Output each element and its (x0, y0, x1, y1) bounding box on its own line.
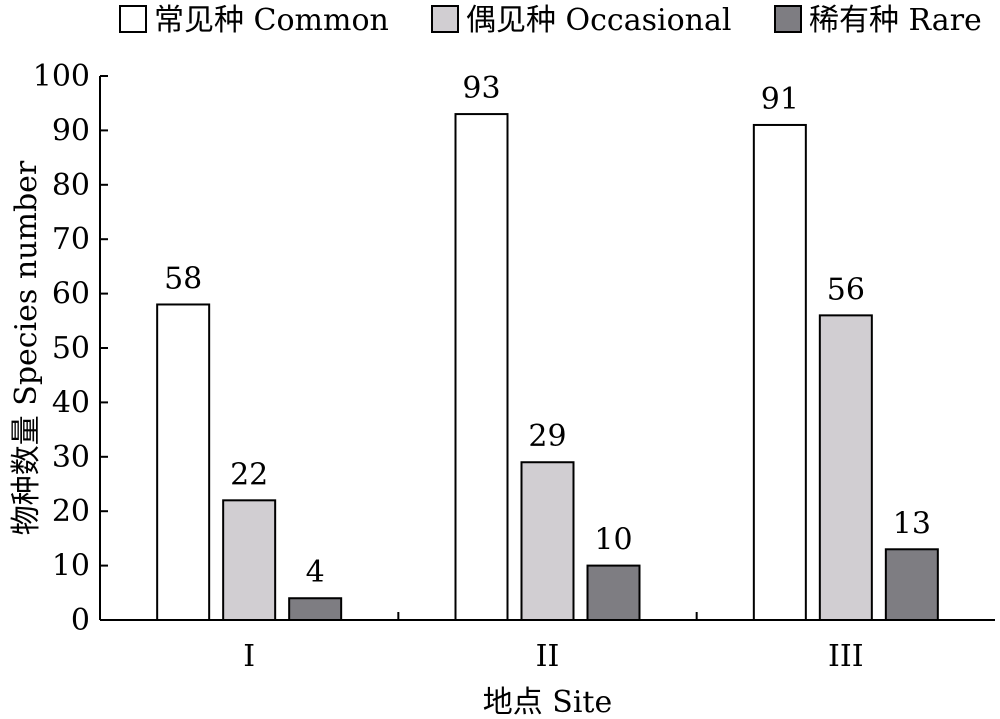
legend-label: 常见种 Common (154, 3, 389, 38)
x-tick-label: I (243, 639, 255, 674)
x-tick-label: III (828, 639, 864, 674)
data-label: 4 (306, 555, 325, 590)
y-tick-label: 10 (52, 549, 90, 584)
data-label: 22 (230, 457, 268, 492)
data-label: 13 (893, 506, 931, 541)
legend-swatch (431, 5, 459, 33)
y-tick-label: 30 (52, 440, 90, 475)
bar (752, 123, 807, 622)
bar (520, 461, 575, 621)
x-tick-label: II (536, 639, 560, 674)
bar (156, 303, 211, 621)
y-tick-label: 100 (33, 59, 90, 94)
data-label: 58 (164, 261, 202, 296)
bar (818, 314, 873, 621)
y-axis-title: 物种数量 Species number (9, 160, 44, 535)
legend: 常见种 Common 偶见种 Occasional 稀有种 Rare (119, 3, 982, 38)
bar (454, 113, 509, 622)
data-label: 10 (594, 523, 632, 558)
y-tick-label: 80 (52, 168, 90, 203)
data-labels: 58 22 4 93 29 10 91 56 13 (164, 71, 931, 590)
legend-swatch (774, 5, 802, 33)
y-tick-label: 20 (52, 494, 90, 529)
y-tick-label: 60 (52, 277, 90, 312)
data-label: 93 (462, 71, 500, 106)
y-tick-label: 40 (52, 385, 90, 420)
x-axis-title: 地点 Site (483, 685, 613, 719)
legend-label: 稀有种 Rare (809, 3, 982, 38)
data-label: 29 (528, 419, 566, 454)
x-axis-ticks: I II III (243, 612, 864, 674)
y-tick-label: 0 (71, 603, 90, 638)
y-tick-label: 70 (52, 222, 90, 257)
bar (222, 499, 277, 622)
y-tick-label: 90 (52, 113, 90, 148)
legend-swatch (119, 5, 147, 33)
data-label: 91 (761, 82, 799, 117)
bar (586, 564, 641, 621)
y-tick-label: 50 (52, 331, 90, 366)
y-axis-ticks: 0 10 20 30 40 50 60 70 80 90 100 (33, 59, 108, 638)
bar (288, 597, 343, 621)
bars (156, 113, 939, 622)
bar (884, 548, 939, 622)
legend-label: 偶见种 Occasional (466, 3, 731, 38)
data-label: 56 (827, 272, 865, 307)
